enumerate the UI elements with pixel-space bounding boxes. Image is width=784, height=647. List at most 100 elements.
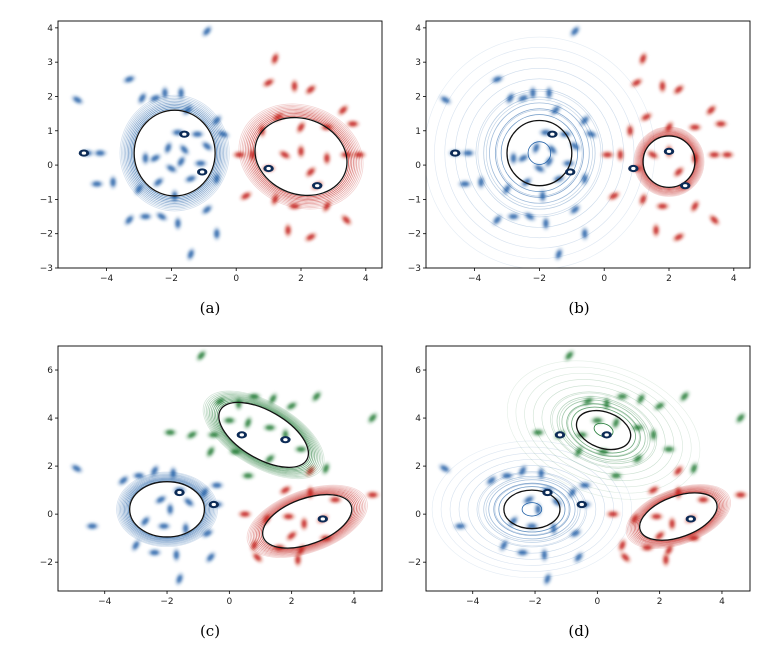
blob-core-d-54 [689, 535, 699, 541]
blob-core-d-43 [675, 467, 682, 475]
contour-ring-d-2-4 [633, 489, 723, 544]
contour-ring-b-0-3 [489, 102, 590, 204]
blob-core-c-9 [185, 498, 193, 506]
point-center-b-2 [567, 170, 573, 174]
contour-ring-d-2-1 [637, 491, 719, 542]
blob-core-b-6 [507, 94, 514, 103]
contour-ring-a-1-2 [251, 114, 351, 199]
blob-core-c-22 [198, 352, 205, 360]
blob-c-29 [222, 416, 237, 425]
contour-ring-b-1-3 [639, 132, 699, 191]
y-tick-label-a--1: −1 [40, 195, 53, 205]
y-tick-label-a-3: 3 [47, 58, 53, 68]
contour-inner-d-1 [593, 422, 614, 438]
blob-core-d-50 [652, 514, 661, 519]
point-center-c-3 [283, 438, 288, 442]
blob-core-d-4 [519, 467, 526, 475]
halo-ring-d-1-5 [532, 379, 675, 481]
x-tick-label-d-0: 0 [594, 597, 600, 607]
blob-a-6 [137, 91, 148, 105]
blob-core-c-26 [270, 395, 276, 403]
blob-a-37 [262, 77, 275, 88]
blob-a-26 [134, 182, 144, 196]
blob-a-12 [178, 143, 190, 156]
blob-core-a-29 [157, 213, 166, 220]
blob-a-39 [304, 84, 317, 96]
blob-a-25 [184, 174, 198, 184]
blob-core-c-51 [301, 519, 307, 528]
blob-a-50 [297, 144, 305, 159]
blob-core-a-46 [235, 152, 244, 158]
blob-core-a-34 [188, 250, 194, 259]
contour-ring-a-1-5 [246, 110, 356, 203]
contour-main-d-1 [575, 409, 632, 451]
blob-core-d-0 [440, 465, 449, 472]
halo-ring-d-1-4 [541, 385, 666, 475]
blob-b-17 [544, 155, 555, 169]
blob-core-b-15 [519, 155, 528, 162]
contour-main-b-1 [642, 135, 696, 189]
blob-b-23 [520, 176, 533, 188]
blob-core-a-12 [181, 146, 188, 154]
blob-core-a-33 [214, 229, 220, 238]
contour-ring-a-0-2 [130, 106, 219, 200]
contour-ring-c-0-8 [118, 473, 216, 546]
blob-d-29 [590, 416, 605, 425]
x-tick-label-a-0: 0 [233, 274, 239, 284]
blob-core-a-13 [193, 131, 202, 137]
point-center-d-2 [557, 433, 563, 437]
contour-ring-d-1-1 [571, 406, 636, 454]
blob-d-48 [605, 510, 620, 519]
blob-core-a-55 [355, 152, 364, 158]
contour-ring-d-2-5 [632, 488, 725, 545]
blob-a-35 [201, 25, 213, 38]
blob-d-25 [615, 392, 630, 401]
blob-core-b-19 [571, 142, 579, 150]
contour-ring-d-1-4 [556, 396, 651, 464]
blob-a-55 [352, 150, 367, 159]
contour-ring-a-0-3 [129, 105, 220, 201]
contour-ring-a-0-10 [119, 94, 230, 212]
blob-core-a-57 [272, 195, 278, 204]
blob-b-27 [491, 214, 503, 226]
y-tick-label-b--2: −2 [408, 230, 421, 240]
blob-d-44 [647, 485, 660, 496]
contour-ring-c-2-5 [254, 489, 361, 554]
contour-ring-a-0-8 [122, 97, 227, 209]
blob-b-8 [528, 86, 537, 101]
blob-core-d-30 [613, 418, 619, 427]
point-center-b-3 [631, 166, 636, 171]
halo-ring-d-0-8 [431, 440, 633, 579]
blob-a-19 [201, 140, 213, 152]
blob-c-17 [147, 548, 162, 557]
blob-core-b-4 [460, 181, 470, 187]
x-tick-label-c-0: 0 [226, 597, 232, 607]
caption-b: (b) [568, 299, 589, 317]
blob-core-a-7 [151, 95, 160, 101]
contour-ring-c-2-6 [252, 488, 362, 555]
contour-ring-d-0-3 [488, 479, 576, 540]
caption-d: (d) [568, 622, 589, 640]
blob-d-40 [689, 461, 699, 476]
blob-b-9 [545, 86, 554, 101]
y-tick-label-d-6: 6 [415, 366, 421, 376]
blob-core-c-44 [281, 487, 290, 494]
blob-core-a-22 [143, 154, 148, 163]
blob-core-d-36 [575, 447, 582, 456]
halo-ring-d-0-5 [458, 459, 606, 560]
blob-d-19 [573, 551, 585, 564]
blob-a-40 [337, 104, 349, 116]
blob-b-42 [639, 112, 653, 122]
blob-a-44 [296, 120, 306, 134]
x-tick-label-a--2: −2 [165, 274, 178, 284]
blob-core-d-24 [604, 399, 609, 408]
blob-core-b-49 [648, 151, 657, 158]
halo-ring-d-0-4 [467, 465, 597, 554]
blob-core-d-11 [580, 483, 590, 488]
blob-core-c-20 [176, 574, 183, 584]
blob-b-47 [616, 147, 625, 162]
contour-main-d-2 [639, 492, 718, 541]
blob-c-34 [163, 428, 178, 437]
blob-core-a-17 [178, 157, 185, 166]
